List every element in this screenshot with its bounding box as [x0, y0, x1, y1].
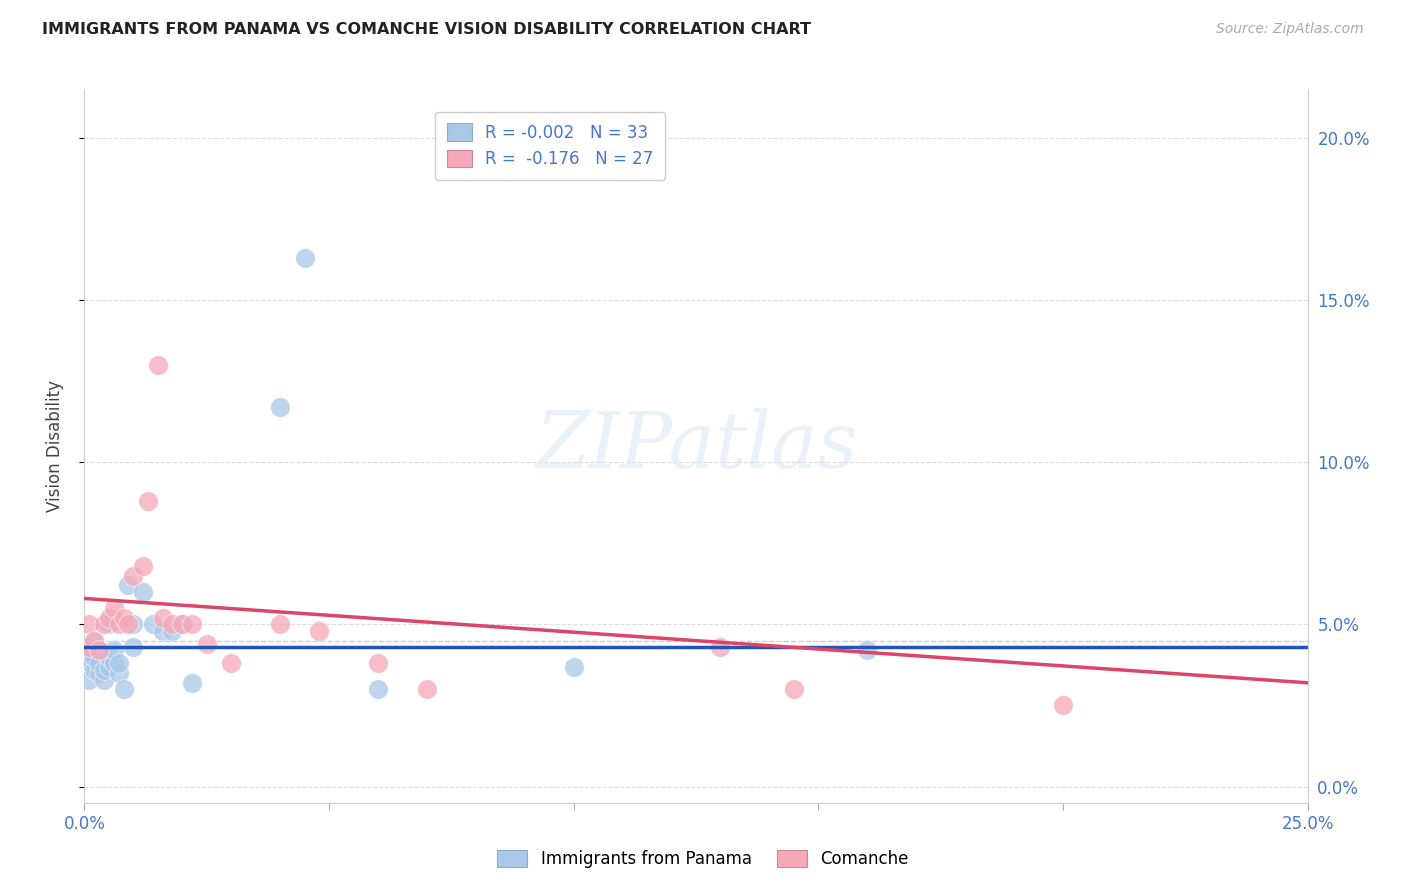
- Point: [122, 640, 145, 654]
- Point: [112, 682, 135, 697]
- Point: [112, 611, 135, 625]
- Point: [269, 400, 291, 414]
- Point: [77, 640, 100, 654]
- Point: [107, 666, 129, 681]
- Text: IMMIGRANTS FROM PANAMA VS COMANCHE VISION DISABILITY CORRELATION CHART: IMMIGRANTS FROM PANAMA VS COMANCHE VISIO…: [42, 22, 811, 37]
- Point: [367, 682, 389, 697]
- Point: [122, 568, 145, 582]
- Point: [294, 251, 316, 265]
- Point: [146, 358, 169, 372]
- Point: [162, 617, 184, 632]
- Point: [152, 624, 174, 638]
- Point: [172, 617, 194, 632]
- Point: [152, 611, 174, 625]
- Point: [77, 673, 100, 687]
- Point: [103, 643, 125, 657]
- Point: [77, 617, 100, 632]
- Point: [132, 559, 155, 574]
- Y-axis label: Vision Disability: Vision Disability: [45, 380, 63, 512]
- Point: [269, 617, 291, 632]
- Point: [107, 657, 129, 671]
- Point: [1052, 698, 1074, 713]
- Point: [97, 649, 120, 664]
- Point: [416, 682, 439, 697]
- Point: [367, 657, 389, 671]
- Point: [172, 617, 194, 632]
- Point: [856, 643, 879, 657]
- Point: [97, 611, 120, 625]
- Point: [181, 617, 204, 632]
- Point: [783, 682, 806, 697]
- Point: [103, 657, 125, 671]
- Point: [132, 585, 155, 599]
- Point: [709, 640, 731, 654]
- Point: [77, 657, 100, 671]
- Point: [93, 617, 115, 632]
- Point: [83, 633, 105, 648]
- Point: [97, 659, 120, 673]
- Point: [87, 657, 110, 671]
- Point: [219, 657, 242, 671]
- Point: [93, 663, 115, 677]
- Point: [77, 649, 100, 664]
- Point: [562, 659, 585, 673]
- Point: [83, 663, 105, 677]
- Point: [162, 624, 184, 638]
- Point: [107, 617, 129, 632]
- Point: [87, 666, 110, 681]
- Legend: Immigrants from Panama, Comanche: Immigrants from Panama, Comanche: [491, 843, 915, 875]
- Text: Source: ZipAtlas.com: Source: ZipAtlas.com: [1216, 22, 1364, 37]
- Point: [181, 675, 204, 690]
- Point: [83, 633, 105, 648]
- Point: [87, 643, 110, 657]
- Text: ZIPatlas: ZIPatlas: [534, 408, 858, 484]
- Point: [93, 673, 115, 687]
- Point: [83, 649, 105, 664]
- Point: [308, 624, 330, 638]
- Point: [195, 637, 218, 651]
- Point: [103, 601, 125, 615]
- Point: [97, 617, 120, 632]
- Point: [117, 578, 139, 592]
- Point: [122, 617, 145, 632]
- Point: [142, 617, 165, 632]
- Point: [136, 494, 159, 508]
- Point: [87, 643, 110, 657]
- Point: [117, 617, 139, 632]
- Legend: R = -0.002   N = 33, R =  -0.176   N = 27: R = -0.002 N = 33, R = -0.176 N = 27: [436, 112, 665, 180]
